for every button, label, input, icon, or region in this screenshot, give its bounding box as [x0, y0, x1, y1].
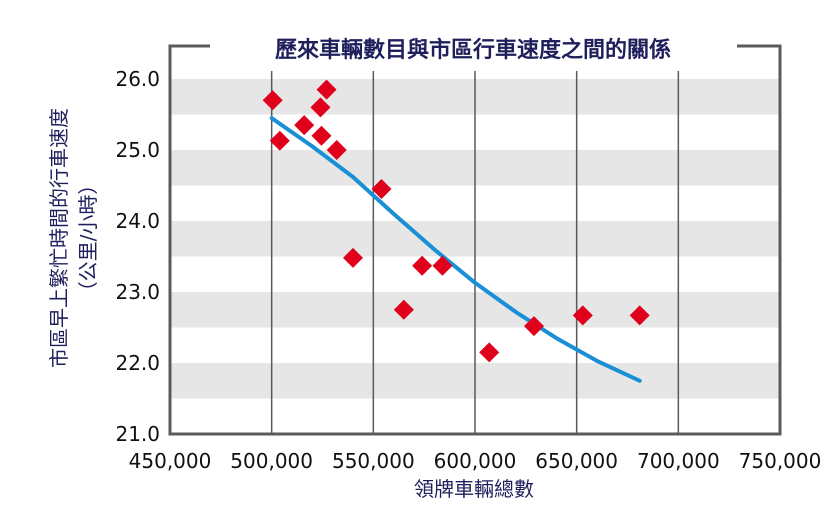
data-point: [523, 316, 544, 337]
x-tick-label: 700,000: [637, 449, 720, 473]
y-tick-label: 26.0: [115, 67, 160, 91]
data-point: [343, 247, 363, 268]
x-tick-label: 750,000: [739, 449, 822, 473]
frame-border: [168, 44, 782, 436]
x-tick-labels: 450,000 500,000 550,000 600,000 650,000 700,0…: [129, 449, 822, 473]
data-point: [326, 140, 347, 160]
x-tick-label: 550,000: [332, 449, 415, 473]
y-tick-label: 24.0: [115, 209, 160, 233]
vertical-gridlines: [270, 71, 680, 434]
trendline-group: [269, 116, 642, 383]
data-point: [310, 97, 331, 118]
data-point: [432, 255, 453, 276]
y-tick-labels: 21.0 22.0 23.0 24.0 25.0 26.0: [115, 67, 160, 446]
x-tick-label: 450,000: [129, 449, 212, 473]
y-tick-label: 21.0: [115, 422, 160, 446]
x-tick-label: 600,000: [434, 449, 517, 473]
x-tick-label: 500,000: [230, 449, 313, 473]
chart-title: 歷來車輛數目與市區行車速度之間的關係: [275, 37, 671, 63]
x-tick-label: 650,000: [535, 449, 618, 473]
data-point: [262, 90, 283, 111]
y-tick-label: 22.0: [115, 351, 160, 375]
data-point: [629, 305, 650, 326]
data-points: [262, 79, 650, 363]
y-axis-unit: （公里/小時）: [76, 175, 100, 302]
y-tick-label: 23.0: [115, 280, 160, 304]
y-tick-label: 25.0: [115, 138, 160, 162]
title-background: [210, 30, 737, 66]
data-point: [269, 130, 290, 151]
trendline: [269, 116, 642, 383]
x-axis-label: 領牌車輛總數: [414, 477, 534, 501]
data-point: [316, 79, 337, 100]
data-point: [572, 305, 593, 326]
data-point: [294, 115, 315, 136]
plot-frame: [168, 44, 782, 436]
data-point: [311, 125, 332, 146]
data-point: [371, 179, 392, 200]
data-point: [412, 255, 433, 276]
y-axis-label: 市區早上繁忙時間的行車速度: [47, 108, 71, 368]
data-point: [393, 299, 414, 320]
data-point: [479, 342, 500, 363]
